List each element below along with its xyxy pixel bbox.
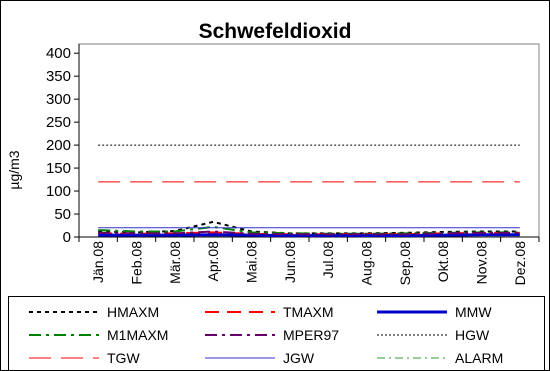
- x-tick-label: Jun.08: [282, 241, 298, 283]
- series-line-mper97: [98, 230, 520, 236]
- x-tick-label: Jän.08: [90, 241, 106, 283]
- y-tick-label: 150: [46, 160, 71, 177]
- y-tick-label: 250: [46, 114, 71, 131]
- chart-plot: 0 50 100 150 200 250 300 350 400 Jän.08 Feb.08 Mär.…: [46, 43, 540, 286]
- legend-swatch: [29, 311, 99, 313]
- legend-label: HMAXM: [107, 304, 160, 320]
- chart-legend: HMAXM TMAXM MMW M1MAXM MPER97 HGW TGW JGW ALARM: [8, 296, 545, 371]
- legend-label: TGW: [107, 350, 140, 366]
- y-tick-label: 100: [46, 183, 71, 200]
- legend-label: MPER97: [283, 327, 340, 343]
- x-tick-label: Apr.08: [205, 241, 221, 282]
- legend-swatch: [377, 334, 447, 336]
- y-tick-label: 300: [46, 91, 71, 108]
- legend-swatch: [205, 334, 275, 336]
- legend-label: TMAXM: [283, 304, 334, 320]
- legend-label: HGW: [455, 327, 490, 343]
- y-tick-label: 0: [63, 229, 71, 246]
- x-tick-label: Mär.08: [167, 241, 183, 284]
- legend-swatch: [29, 334, 99, 336]
- legend-swatch: [205, 311, 275, 313]
- x-tick-label: Okt.08: [435, 241, 451, 282]
- legend-swatch: [205, 357, 275, 359]
- x-tick-label: Dez.08: [512, 241, 528, 286]
- x-tick-label: Mai.08: [244, 241, 260, 283]
- chart-title: Schwefeldioxid: [198, 20, 352, 43]
- legend-swatch: [29, 357, 99, 359]
- legend-label: M1MAXM: [107, 327, 169, 343]
- x-tick-label: Feb.08: [129, 241, 145, 285]
- y-tick-label: 50: [54, 206, 71, 223]
- y-tick-label: 350: [46, 68, 71, 85]
- legend-swatch: [377, 357, 447, 359]
- legend-label: ALARM: [455, 350, 504, 366]
- x-tick-label: Nov.08: [474, 241, 490, 285]
- x-tick-label: Jul.08: [320, 241, 336, 279]
- series-line-mmw: [98, 233, 520, 237]
- x-tick-label: Sep.08: [397, 241, 413, 286]
- legend-swatch: [377, 310, 447, 314]
- legend-label: JGW: [283, 350, 315, 366]
- y-tick-label: 200: [46, 137, 71, 154]
- plot-area: [78, 43, 540, 238]
- x-tick-label: Aug.08: [359, 241, 375, 286]
- y-tick-label: 400: [46, 45, 71, 62]
- legend-label: MMW: [455, 304, 492, 320]
